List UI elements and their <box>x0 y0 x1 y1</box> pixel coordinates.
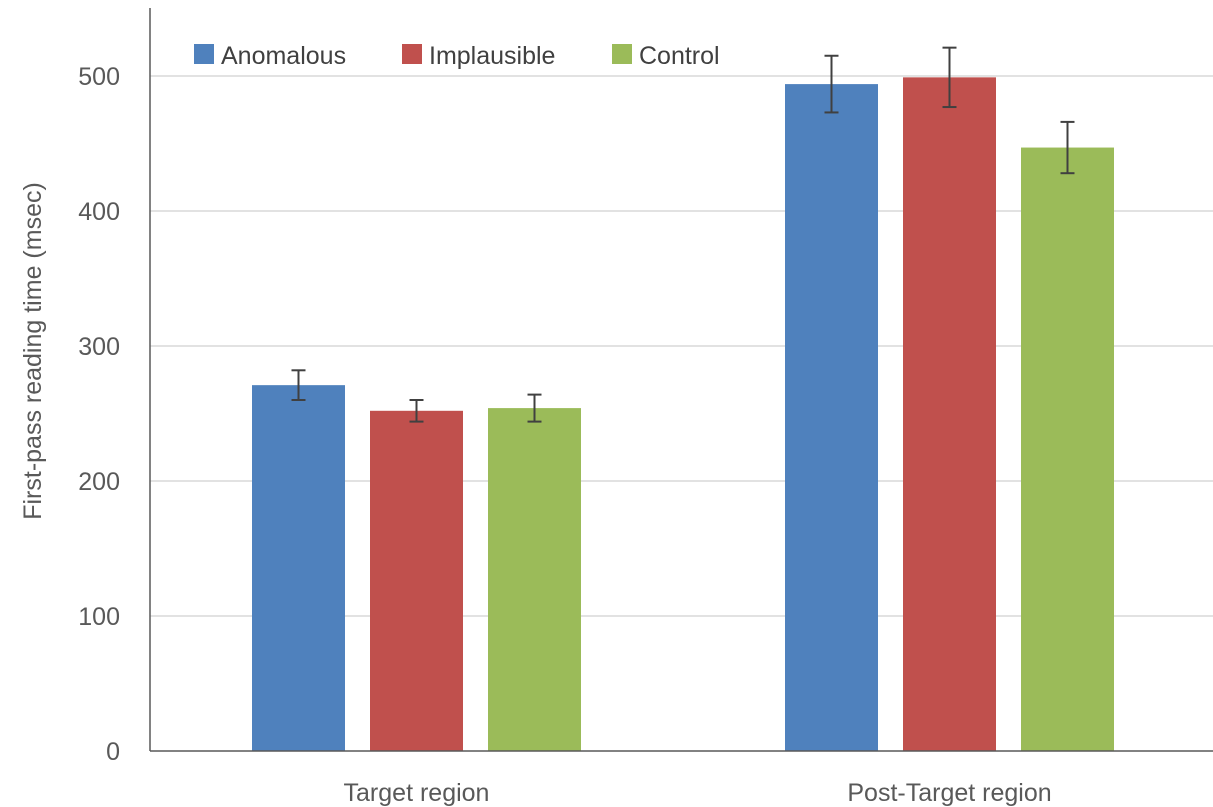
bar-control-1 <box>488 408 581 751</box>
bar-anomalous-1 <box>252 385 345 751</box>
y-tick-label: 500 <box>78 63 120 91</box>
axes: 0 100 200 300 400 500 Target region Post-Target… <box>78 8 1213 807</box>
error-bars <box>291 46 1075 423</box>
bar-anomalous-2 <box>785 84 878 752</box>
bar-implausible-2 <box>903 77 996 752</box>
y-tick-label: 200 <box>78 468 120 496</box>
y-tick-label: 0 <box>106 738 120 766</box>
legend-swatch-anomalous <box>194 44 214 64</box>
y-axis-title: First-pass reading time (msec) <box>19 182 47 520</box>
bar-control-2 <box>1021 147 1114 752</box>
legend-label-implausible: Implausible <box>429 42 555 70</box>
x-category-label: Post-Target region <box>847 779 1051 807</box>
y-tick-label: 400 <box>78 198 120 226</box>
y-tick-label: 100 <box>78 603 120 631</box>
bar-implausible-1 <box>370 410 463 751</box>
legend-swatch-implausible <box>402 44 422 64</box>
legend: Anomalous Implausible Control <box>194 42 720 70</box>
legend-label-anomalous: Anomalous <box>221 42 346 70</box>
legend-swatch-control <box>612 44 632 64</box>
bars <box>252 77 1114 752</box>
legend-label-control: Control <box>639 42 720 70</box>
x-category-label: Target region <box>344 779 490 807</box>
y-tick-label: 300 <box>78 333 120 361</box>
